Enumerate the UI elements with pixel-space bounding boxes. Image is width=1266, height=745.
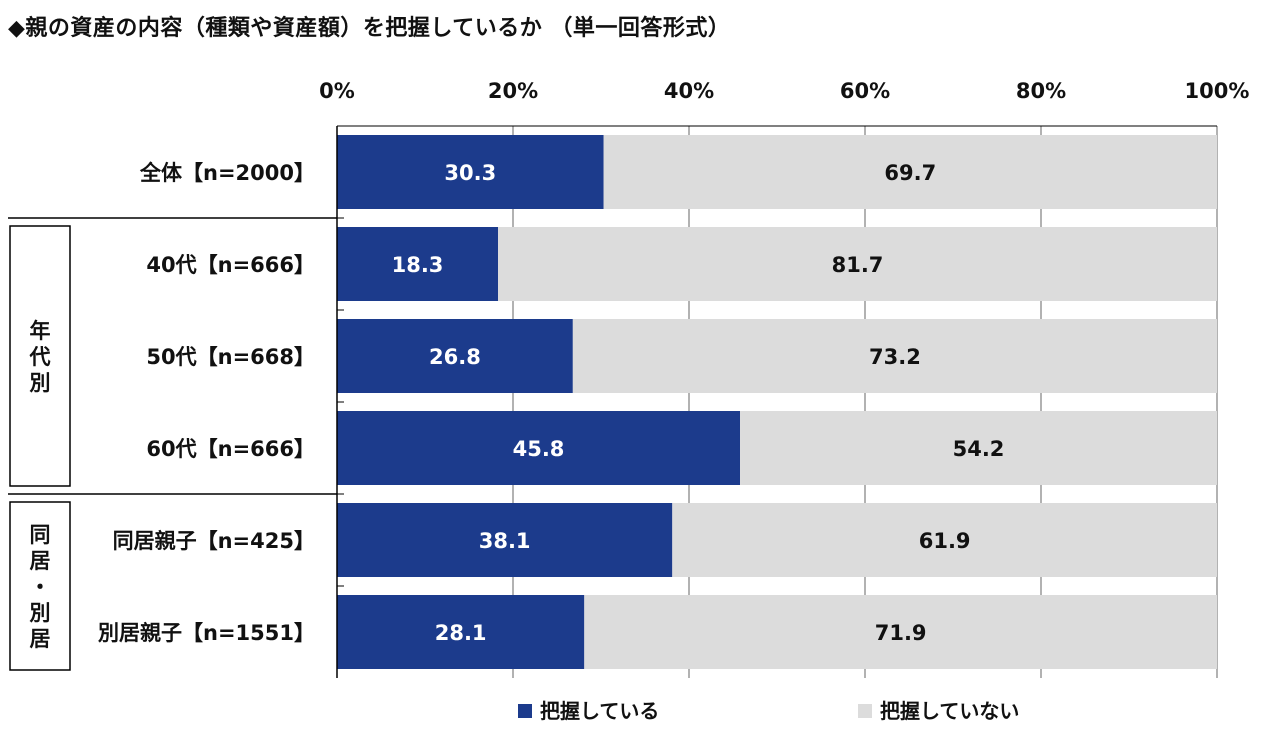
group-label-char: 同 — [30, 523, 51, 547]
category-label: 同居親子【n=425】 — [113, 529, 315, 553]
data-label: 26.8 — [429, 345, 481, 369]
data-label: 71.9 — [875, 621, 927, 645]
legend: 把握している 把握していない — [518, 699, 1019, 723]
bar-segment — [337, 227, 499, 301]
x-tick-label: 100% — [1185, 79, 1250, 103]
x-axis-ticks: 0% 20% 40% 60% 80% 100% — [319, 79, 1249, 103]
category-label: 50代【n=668】 — [146, 345, 315, 369]
group-label-char: 居 — [30, 627, 51, 651]
bar-segment — [337, 503, 673, 577]
bar-segment — [337, 319, 573, 393]
data-label: 45.8 — [513, 437, 565, 461]
bar-segment — [584, 595, 1217, 669]
bar-segment — [337, 595, 585, 669]
group-box — [9, 501, 71, 671]
legend-label: 把握している — [540, 699, 659, 723]
group-label-char: 年 — [30, 319, 51, 343]
group-label-char: ・ — [30, 575, 51, 599]
data-label: 69.7 — [884, 161, 936, 185]
data-label: 18.3 — [392, 253, 444, 277]
x-tick-label: 0% — [319, 79, 355, 103]
bar-segment — [498, 227, 1217, 301]
data-label: 81.7 — [832, 253, 884, 277]
legend-label: 把握していない — [880, 699, 1019, 723]
data-label: 28.1 — [435, 621, 487, 645]
bar-segment — [603, 135, 1217, 209]
group-label-char: 居 — [30, 549, 51, 573]
bar-segment — [337, 411, 741, 485]
bar-segment — [740, 411, 1217, 485]
data-label: 73.2 — [869, 345, 921, 369]
group-box — [9, 225, 71, 487]
category-label: 全体【n=2000】 — [139, 161, 315, 185]
group-label-char: 別 — [30, 601, 51, 625]
x-tick-label: 60% — [840, 79, 890, 103]
bar-segment — [572, 319, 1217, 393]
bar-segment — [337, 135, 604, 209]
group-label-char: 代 — [29, 345, 51, 369]
x-tick-label: 20% — [488, 79, 538, 103]
legend-swatch — [858, 704, 872, 718]
data-label: 54.2 — [953, 437, 1005, 461]
bar-segment — [672, 503, 1217, 577]
legend-swatch — [518, 704, 532, 718]
category-label: 40代【n=666】 — [146, 253, 315, 277]
category-label: 別居親子【n=1551】 — [98, 621, 315, 645]
data-label: 61.9 — [919, 529, 971, 553]
group-label-char: 別 — [30, 371, 51, 395]
group-label: 同居・別居 — [30, 523, 51, 651]
chart-title: ◆親の資産の内容（種類や資産額）を把握しているか （単一回答形式） — [8, 16, 731, 41]
category-labels: 全体【n=2000】 40代【n=666】 50代【n=668】 60代【n=666】… — [98, 161, 315, 645]
bars: 30.3 69.7 18.3 81.7 26.8 73.2 45.8 54.2 38.1 61.9… — [337, 135, 1217, 669]
category-label: 60代【n=666】 — [146, 437, 315, 461]
x-tick-label: 80% — [1016, 79, 1066, 103]
gridlines — [512, 126, 1218, 678]
x-tick-label: 40% — [664, 79, 714, 103]
data-label: 30.3 — [444, 161, 496, 185]
group-label: 年代別 — [29, 319, 51, 395]
data-label: 38.1 — [479, 529, 531, 553]
